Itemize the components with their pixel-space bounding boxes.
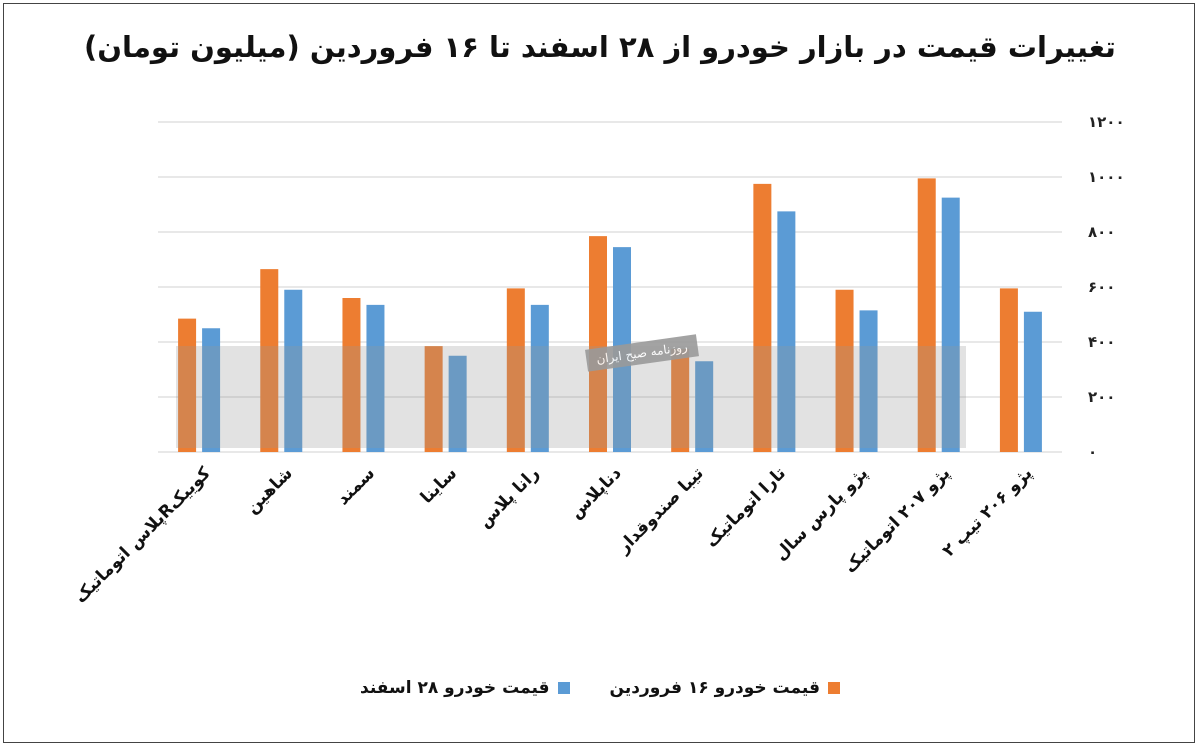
y-axis-ticks: ۰ ۲۰۰ ۴۰۰ ۶۰۰ ۸۰۰ ۱۰۰۰ ۱۲۰۰ [1088, 113, 1125, 461]
bar-farvardin [178, 318, 197, 452]
x-axis-labels: کوییکRپلاس اتوماتیک شاهین سمند ساینا رانا پل… [71, 463, 1037, 607]
bar-farvardin [342, 298, 361, 452]
bar-esfand [859, 310, 878, 452]
legend: قیمت خودرو ۱۶ فروردین قیمت خودرو ۲۸ اسفن… [0, 678, 1200, 698]
y-tick-label: ۱۰۰۰ [1088, 168, 1125, 186]
bar-esfand [284, 289, 303, 452]
legend-item-series-2: قیمت خودرو ۲۸ اسفند [360, 678, 570, 698]
bar-esfand [530, 304, 549, 452]
bar-esfand [695, 361, 714, 452]
y-tick-label: ۶۰۰ [1088, 278, 1115, 296]
legend-swatch-orange [828, 682, 840, 694]
bar-farvardin [589, 236, 607, 452]
legend-label-series-2: قیمت خودرو ۲۸ اسفند [360, 678, 550, 698]
bar-farvardin [260, 269, 279, 452]
bar-farvardin [999, 288, 1018, 452]
x-category-label: شاهین [242, 463, 297, 518]
x-category-label: تیبا صندوقدار [613, 463, 708, 558]
bar-farvardin [753, 183, 772, 452]
y-tick-label: ۲۰۰ [1088, 388, 1115, 406]
bar-farvardin [424, 346, 443, 452]
x-category-label: دناپلاس [566, 463, 626, 523]
bar-esfand [448, 355, 467, 452]
bar-farvardin [917, 178, 936, 452]
bar-farvardin [671, 348, 690, 452]
legend-label-series-1: قیمت خودرو ۱۶ فروردین [609, 678, 820, 698]
bar-farvardin [506, 288, 525, 452]
x-category-label: سمند [333, 463, 379, 509]
y-tick-label: ۴۰۰ [1088, 333, 1115, 351]
bar-esfand [1023, 311, 1042, 452]
x-category-label: رانا پلاس [475, 463, 544, 532]
x-category-label: ساینا [417, 463, 461, 507]
legend-swatch-blue [557, 682, 570, 694]
bar-farvardin [835, 289, 854, 452]
watermark-band [176, 346, 966, 448]
bar-esfand [202, 328, 221, 452]
y-tick-label: ۸۰۰ [1088, 223, 1115, 241]
gridlines [158, 121, 1062, 453]
chart-title: تغییرات قیمت در بازار خودرو از ۲۸ اسفند … [84, 30, 1116, 64]
bar-esfand [366, 304, 385, 452]
y-tick-label: ۱۲۰۰ [1088, 113, 1125, 131]
y-tick-label: ۰ [1088, 443, 1097, 461]
x-category-label: کوییکRپلاس اتوماتیک [71, 463, 215, 607]
x-category-label: تارا اتوماتیک [702, 463, 790, 551]
legend-item-series-1: قیمت خودرو ۱۶ فروردین [610, 678, 840, 698]
bar-esfand [777, 211, 796, 452]
bar-esfand [941, 197, 960, 452]
